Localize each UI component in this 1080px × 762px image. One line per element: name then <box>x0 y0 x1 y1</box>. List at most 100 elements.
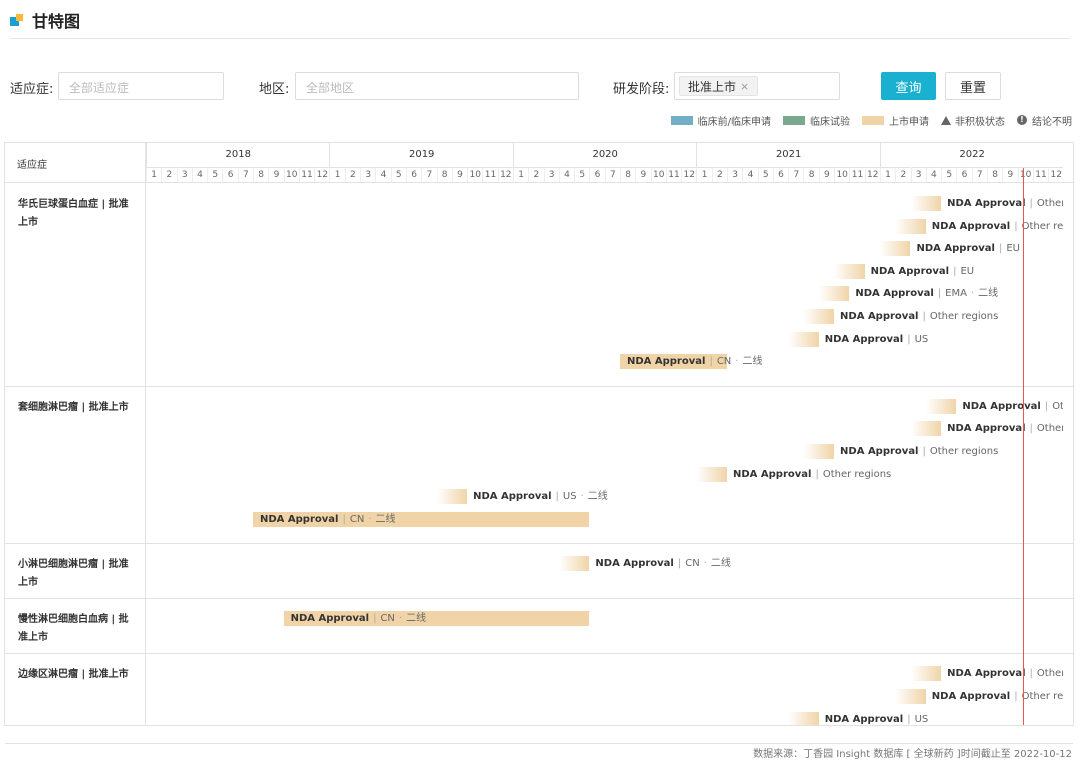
gantt-bar[interactable] <box>436 489 468 505</box>
today-marker <box>1022 184 1024 725</box>
gantt-bar[interactable] <box>834 263 865 279</box>
gantt-bar[interactable] <box>818 286 850 302</box>
month-label: 10 <box>834 167 850 182</box>
bar-line: 二线 <box>978 288 999 300</box>
month-label: 9 <box>268 167 284 182</box>
separator: · <box>580 491 584 503</box>
gantt-bar-label: NDA Approval | US <box>825 712 929 725</box>
phase-tag-label: 批准上市 <box>688 79 737 94</box>
gantt-bar[interactable] <box>619 354 727 370</box>
bar-region: Other regions <box>929 311 999 322</box>
bar-title: NDA Approval <box>824 713 904 725</box>
separator: | <box>907 333 911 345</box>
bar-line: 二线 <box>710 558 731 570</box>
indication-label: 适应症: <box>10 82 54 97</box>
timeline-header: 适应症 2018 1 2 3 4 5 6 7 8 9 10 11 12 2019 1 2 3 4 5 6 7 8 9 10 11… <box>5 143 1073 184</box>
gantt-bar[interactable] <box>910 196 942 211</box>
gantt-bar[interactable] <box>910 421 942 437</box>
bar-title: NDA Approval <box>473 491 552 503</box>
color-swatch <box>862 115 884 125</box>
year-label: 2022 <box>879 143 1063 167</box>
gantt-bar[interactable] <box>925 398 957 414</box>
close-icon[interactable]: × <box>740 79 750 93</box>
gantt-bar[interactable] <box>895 689 926 704</box>
bar-region: CN <box>716 356 732 368</box>
legend-item: 临床前/临床申请 <box>670 113 771 128</box>
gantt-bar-label: NDA Approval|Other regions <box>840 444 998 459</box>
region-select[interactable]: 全部地区 <box>295 72 579 100</box>
gantt-chart: 适应症 2018 1 2 3 4 5 6 7 8 9 10 11 12 2019 1 2 3 4 5 6 7 8 9 10 11… <box>4 142 1074 745</box>
gantt-bar-label: NDA Approval | EMA · 二线 <box>855 286 998 301</box>
indication-column-header: 适应症 <box>17 160 47 171</box>
indication-select[interactable]: 全部适应症 <box>58 72 224 100</box>
month-label: 8 <box>619 167 636 182</box>
gantt-bar[interactable] <box>558 556 590 572</box>
month-label: 10 <box>650 167 666 182</box>
legend-item: 临床试验 <box>783 113 850 128</box>
bar-title: NDA Approval <box>824 333 904 345</box>
month-label: 6 <box>222 167 238 182</box>
gantt-bar[interactable] <box>788 711 819 725</box>
gantt-bar[interactable] <box>895 218 926 234</box>
info-icon: ! <box>1017 115 1027 125</box>
gantt-bar-label: NDA Approval | CN · 二线 <box>595 556 730 571</box>
row-indication-label: 套细胞淋巴瘤 | 批准上市 <box>18 401 129 413</box>
separator: | <box>1029 198 1033 209</box>
bar-title: NDA Approval <box>916 243 995 255</box>
month-label: 5 <box>207 167 223 182</box>
region-label: 地区: <box>259 82 290 97</box>
title-logo-icon <box>10 13 23 27</box>
gantt-bar-label: NDA Approval | EU <box>871 264 974 279</box>
gantt-bar[interactable] <box>696 466 728 482</box>
gantt-bar[interactable] <box>253 511 590 527</box>
gantt-bar-label: NDA Approval | US · 二线 <box>473 489 608 504</box>
reset-button[interactable]: 重置 <box>945 72 1001 100</box>
bar-region: US <box>914 333 929 345</box>
month-label: 7 <box>237 167 254 182</box>
bar-line: 二线 <box>406 613 427 625</box>
gantt-bar[interactable] <box>879 241 911 257</box>
page-title: 甘特图 <box>32 12 81 31</box>
gantt-bar[interactable] <box>283 611 590 627</box>
bar-title: NDA Approval <box>947 668 1026 680</box>
month-label: 11 <box>849 167 865 182</box>
month-label: 8 <box>253 167 269 182</box>
separator: | <box>1029 668 1033 680</box>
bar-title: NDA Approval <box>840 446 919 457</box>
month-label: 7 <box>971 167 987 182</box>
gantt-bar-label: NDA Approval|Other regions <box>932 219 1063 234</box>
month-label: 4 <box>925 167 942 182</box>
row-indication-label: 小淋巴细胞淋巴瘤 | 批准上市 <box>18 559 129 589</box>
month-label: 12 <box>314 167 330 182</box>
data-source-footer: 数据来源：丁香园 Insight 数据库 [ 全球新药 ]时间截止至 2022-… <box>753 749 1072 760</box>
separator: · <box>735 356 739 368</box>
gantt-bar[interactable] <box>803 444 835 459</box>
month-label: 7 <box>788 167 804 182</box>
month-label: 2 <box>161 167 177 182</box>
separator: | <box>342 513 346 525</box>
separator: | <box>953 265 957 277</box>
separator: | <box>1014 220 1018 232</box>
bar-region: Other regions <box>1036 198 1063 209</box>
separator: | <box>1014 691 1018 702</box>
legend-item: ! 结论不明 <box>1017 113 1072 128</box>
month-label: 4 <box>558 167 575 182</box>
gantt-bar[interactable] <box>803 309 835 324</box>
separator: | <box>373 613 377 625</box>
month-label: 5 <box>390 167 406 182</box>
gantt-bar-label: NDA Approval|Other regions <box>733 467 891 482</box>
gantt-bar[interactable] <box>788 331 819 347</box>
bar-region: Other regions <box>1052 400 1063 412</box>
separator: | <box>709 356 713 368</box>
color-swatch <box>783 115 805 125</box>
bar-region: CN <box>685 558 700 570</box>
bar-title: NDA Approval <box>931 691 1011 702</box>
separator: · <box>398 613 403 625</box>
query-button[interactable]: 查询 <box>881 72 936 100</box>
bar-region: EU <box>960 265 975 277</box>
month-label: 6 <box>956 167 972 182</box>
gantt-bar[interactable] <box>910 666 942 682</box>
phase-tag: 批准上市 × <box>679 76 759 96</box>
separator: | <box>937 288 942 300</box>
